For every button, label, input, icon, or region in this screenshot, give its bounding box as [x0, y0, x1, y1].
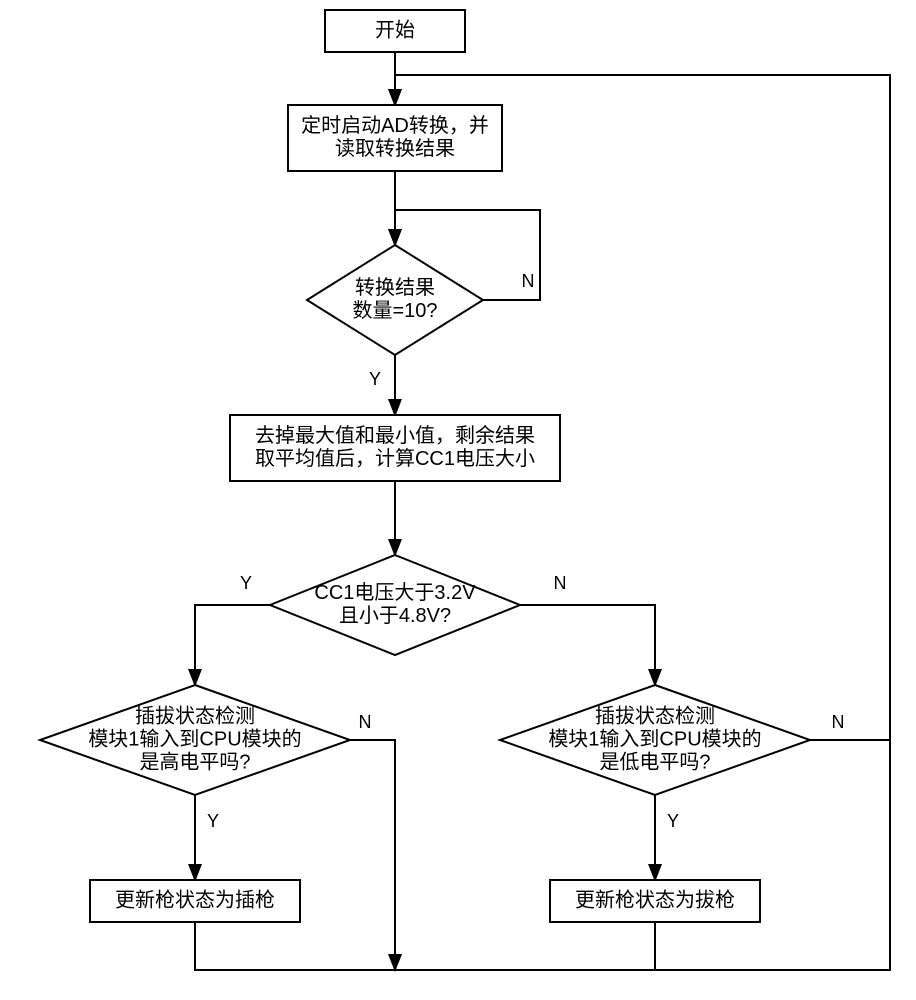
edge-e12 — [195, 922, 655, 970]
node-avg: 去掉最大值和最小值，剩余结果取平均值后，计算CC1电压大小 — [230, 415, 560, 481]
edge-label-e8: Y — [207, 811, 219, 831]
edge-e6 — [195, 605, 270, 685]
svg-text:模块1输入到CPU模块的: 模块1输入到CPU模块的 — [88, 727, 301, 750]
edge-label-e9: N — [359, 712, 372, 732]
svg-text:插拔状态检测: 插拔状态检测 — [135, 704, 255, 727]
edge-label-e10: Y — [667, 811, 679, 831]
node-start: 开始 — [325, 10, 465, 52]
nodes: 开始定时启动AD转换，并读取转换结果转换结果数量=10?去掉最大值和最小值，剩余… — [40, 10, 810, 922]
svg-text:是低电平吗?: 是低电平吗? — [599, 750, 710, 773]
edge-e9 — [350, 740, 395, 970]
svg-text:去掉最大值和最小值，剩余结果: 去掉最大值和最小值，剩余结果 — [255, 424, 535, 447]
svg-text:数量=10?: 数量=10? — [352, 299, 437, 322]
svg-text:转换结果: 转换结果 — [355, 276, 435, 299]
node-setunplug: 更新枪状态为拔枪 — [550, 880, 760, 922]
svg-text:更新枪状态为拔枪: 更新枪状态为拔枪 — [575, 888, 735, 911]
svg-text:定时启动AD转换，并: 定时启动AD转换，并 — [301, 114, 489, 137]
svg-text:是高电平吗?: 是高电平吗? — [139, 750, 250, 773]
edge-label-e7: N — [554, 573, 567, 593]
edge-label-e11: N — [832, 712, 845, 732]
svg-text:取平均值后，计算CC1电压大小: 取平均值后，计算CC1电压大小 — [255, 447, 535, 470]
edge-label-e6: Y — [240, 573, 252, 593]
svg-text:CC1电压大于3.2V: CC1电压大于3.2V — [314, 581, 476, 604]
svg-text:且小于4.8V?: 且小于4.8V? — [339, 604, 451, 627]
svg-text:模块1输入到CPU模块的: 模块1输入到CPU模块的 — [548, 727, 761, 750]
edges: N Y Y N Y N Y N — [195, 52, 890, 970]
edge-label-e3: N — [522, 271, 535, 291]
node-count10: 转换结果数量=10? — [307, 245, 483, 355]
node-cc1: CC1电压大于3.2V且小于4.8V? — [270, 555, 520, 655]
node-lowq: 插拔状态检测模块1输入到CPU模块的是低电平吗? — [500, 685, 810, 795]
edge-label-e4: Y — [369, 369, 381, 389]
svg-text:更新枪状态为插枪: 更新枪状态为插枪 — [115, 888, 275, 911]
node-adconv: 定时启动AD转换，并读取转换结果 — [288, 105, 502, 171]
node-setplug: 更新枪状态为插枪 — [90, 880, 300, 922]
node-highq: 插拔状态检测模块1输入到CPU模块的是高电平吗? — [40, 685, 350, 795]
flowchart-svg: NYYNYNYN开始定时启动AD转换，并读取转换结果转换结果数量=10?去掉最大… — [0, 0, 916, 1000]
svg-text:插拔状态检测: 插拔状态检测 — [595, 704, 715, 727]
svg-text:开始: 开始 — [375, 18, 415, 41]
edge-e11 — [395, 75, 890, 740]
edge-e7 — [520, 605, 655, 685]
svg-text:读取转换结果: 读取转换结果 — [335, 137, 455, 160]
